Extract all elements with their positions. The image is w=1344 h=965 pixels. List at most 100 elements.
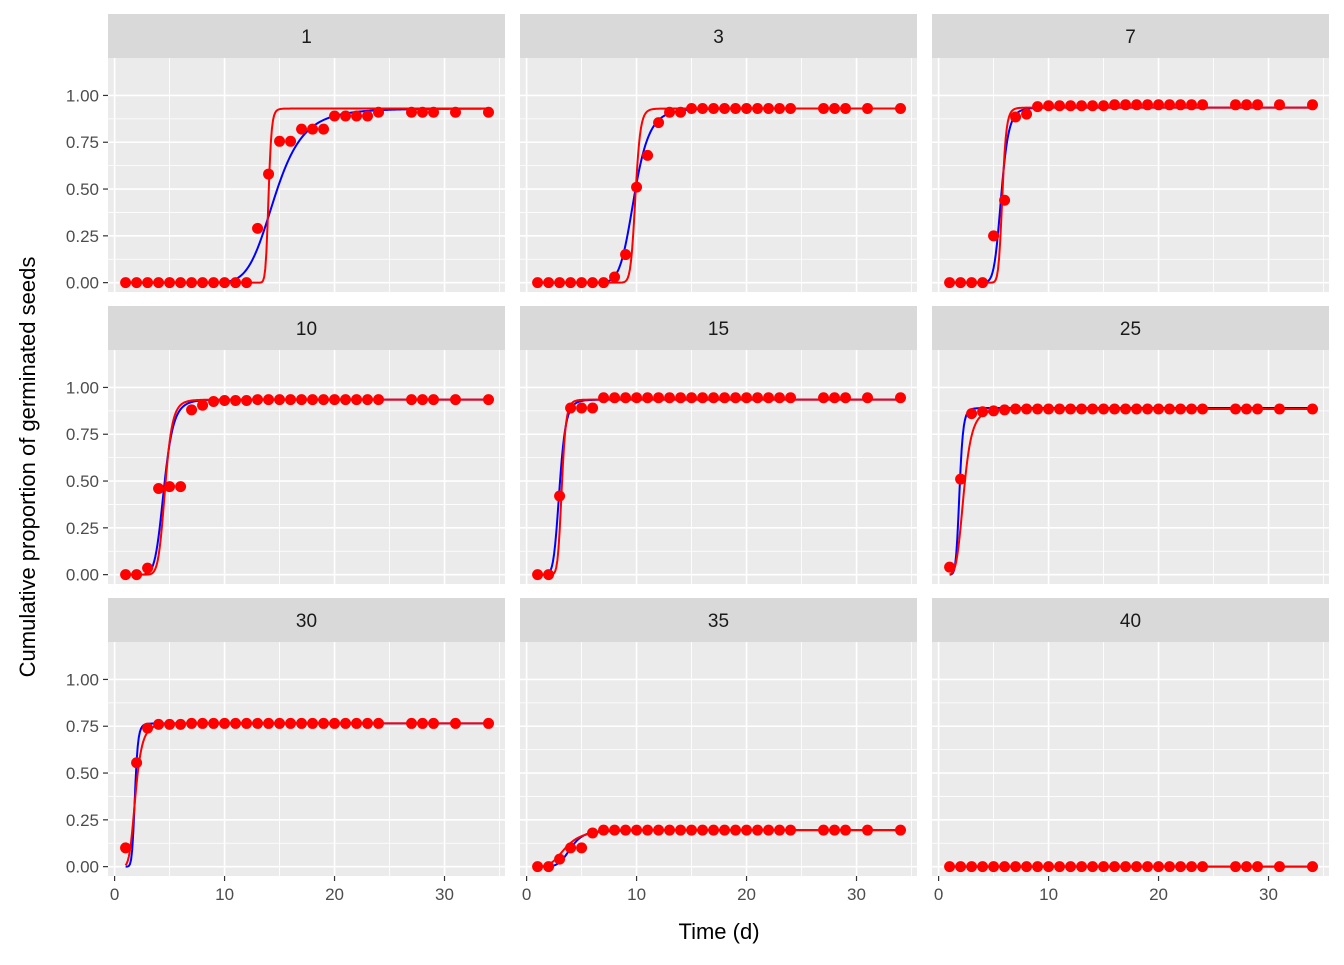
data-point	[763, 392, 775, 404]
data-point	[1230, 861, 1242, 873]
data-point	[1076, 861, 1088, 873]
y-tick-label: 0.25	[66, 519, 99, 538]
data-point	[351, 717, 363, 729]
data-point	[252, 394, 264, 406]
data-point	[818, 824, 830, 836]
data-point	[697, 103, 709, 115]
data-point	[1076, 100, 1088, 112]
data-point	[274, 394, 286, 406]
data-point	[719, 824, 731, 836]
data-point	[186, 404, 198, 416]
data-point	[186, 277, 198, 289]
data-point	[197, 277, 209, 289]
data-point	[1032, 861, 1044, 873]
data-point	[450, 717, 462, 729]
data-point	[219, 395, 231, 407]
data-point	[620, 249, 632, 261]
data-point	[829, 103, 841, 115]
panel-background	[108, 350, 505, 584]
data-point	[1131, 861, 1143, 873]
data-point	[785, 103, 797, 115]
facet-strip	[932, 14, 1329, 58]
data-point	[697, 392, 709, 404]
data-point	[285, 717, 297, 729]
data-point	[428, 106, 440, 118]
facet-panel-30: 30 0.00 0.25 0.50 0.75 1.00 0 10 20 30	[66, 598, 505, 904]
panel-background	[932, 58, 1329, 292]
data-point	[153, 277, 165, 289]
data-point	[675, 392, 687, 404]
data-point	[631, 181, 643, 193]
facet-strip	[932, 306, 1329, 350]
y-tick-label: 0.50	[66, 180, 99, 199]
data-point	[1054, 861, 1066, 873]
data-point	[642, 149, 654, 161]
data-point	[988, 230, 1000, 242]
facet-panel-7: 7	[932, 14, 1329, 292]
data-point	[186, 717, 198, 729]
facet-panel-35: 35 0 10 20 30	[520, 598, 917, 904]
data-point	[340, 394, 352, 406]
data-point	[829, 392, 841, 404]
data-point	[763, 824, 775, 836]
data-point	[1087, 403, 1099, 415]
data-point	[966, 408, 978, 420]
data-point	[697, 824, 709, 836]
data-point	[263, 394, 275, 406]
data-point	[142, 562, 154, 574]
data-point	[230, 717, 242, 729]
data-point	[1186, 99, 1198, 111]
facet-panel-3: 3	[520, 14, 917, 292]
x-tick-label: 0	[110, 885, 119, 904]
data-point	[142, 277, 154, 289]
data-point	[565, 842, 577, 854]
data-point	[329, 394, 341, 406]
data-point	[730, 103, 742, 115]
data-point	[686, 103, 698, 115]
data-point	[944, 861, 956, 873]
data-point	[1021, 403, 1033, 415]
data-point	[1241, 99, 1253, 111]
data-point	[120, 277, 132, 289]
data-point	[131, 277, 143, 289]
data-point	[131, 569, 143, 581]
data-point	[1054, 403, 1066, 415]
data-point	[1109, 861, 1121, 873]
data-point	[263, 717, 275, 729]
data-point	[296, 394, 308, 406]
facet-strip	[932, 598, 1329, 642]
facet-strip-label: 10	[296, 319, 317, 340]
data-point	[999, 404, 1011, 416]
data-point	[774, 392, 786, 404]
data-point	[532, 277, 544, 289]
data-point	[1241, 861, 1253, 873]
data-point	[741, 392, 753, 404]
data-point	[587, 827, 599, 839]
data-point	[1153, 99, 1165, 111]
data-point	[708, 824, 720, 836]
data-point	[351, 110, 363, 122]
data-point	[230, 277, 242, 289]
data-point	[1065, 861, 1077, 873]
data-point	[1142, 861, 1154, 873]
y-tick-label: 1.00	[66, 378, 99, 397]
data-point	[1098, 100, 1110, 112]
data-point	[554, 853, 566, 865]
x-tick-label: 20	[325, 885, 344, 904]
data-point	[1252, 861, 1264, 873]
data-point	[785, 824, 797, 836]
data-point	[730, 824, 742, 836]
panel-background	[108, 58, 505, 292]
panel-background	[520, 350, 917, 584]
data-point	[1098, 403, 1110, 415]
x-tick-label: 30	[435, 885, 454, 904]
data-point	[1109, 99, 1121, 111]
data-point	[1043, 861, 1055, 873]
data-point	[274, 135, 286, 147]
data-point	[1065, 100, 1077, 112]
data-point	[329, 717, 341, 729]
data-point	[340, 717, 352, 729]
data-point	[1186, 861, 1198, 873]
data-point	[840, 103, 852, 115]
facet-strip-label: 1	[301, 27, 312, 48]
